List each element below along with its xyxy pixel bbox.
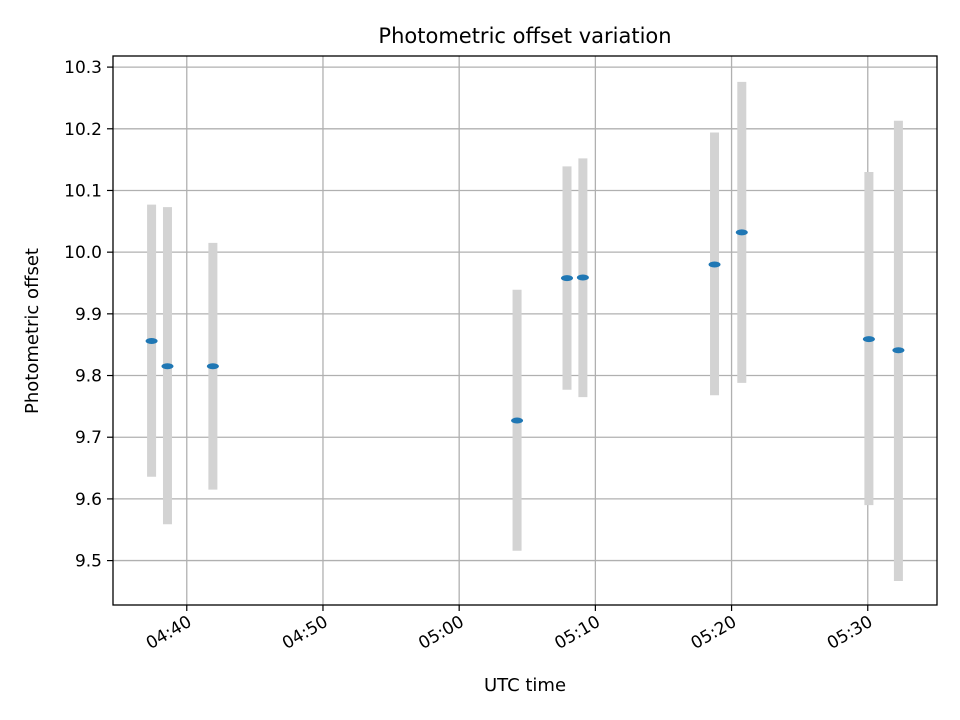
data-point <box>161 363 174 370</box>
y-axis-label: Photometric offset <box>22 248 43 414</box>
data-point <box>708 261 721 268</box>
markers <box>145 229 905 424</box>
data-point <box>560 275 573 282</box>
y-tick-label: 9.7 <box>75 428 102 448</box>
data-point <box>145 337 158 344</box>
data-point <box>206 363 219 370</box>
y-tick-label: 10.1 <box>64 181 102 201</box>
data-point <box>511 417 524 424</box>
data-point <box>862 336 875 343</box>
y-tick-label: 9.5 <box>75 552 102 572</box>
data-point <box>576 274 589 281</box>
y-tick-label: 9.6 <box>75 490 102 510</box>
plot-frame <box>112 55 938 606</box>
y-tick-label: 10.2 <box>64 120 102 140</box>
data-point <box>892 347 905 354</box>
y-tick-label: 9.8 <box>75 367 102 387</box>
y-tick-label: 10.3 <box>64 58 102 78</box>
x-axis-label: UTC time <box>484 675 566 696</box>
data-point <box>735 229 748 236</box>
y-tick-label: 10.0 <box>64 243 102 263</box>
y-tick-label: 9.9 <box>75 305 102 325</box>
y-axis: 9.5 9.6 9.7 9.8 9.9 10.0 10.1 10.2 10.3 <box>64 58 113 572</box>
chart-title: Photometric offset variation <box>378 24 671 48</box>
